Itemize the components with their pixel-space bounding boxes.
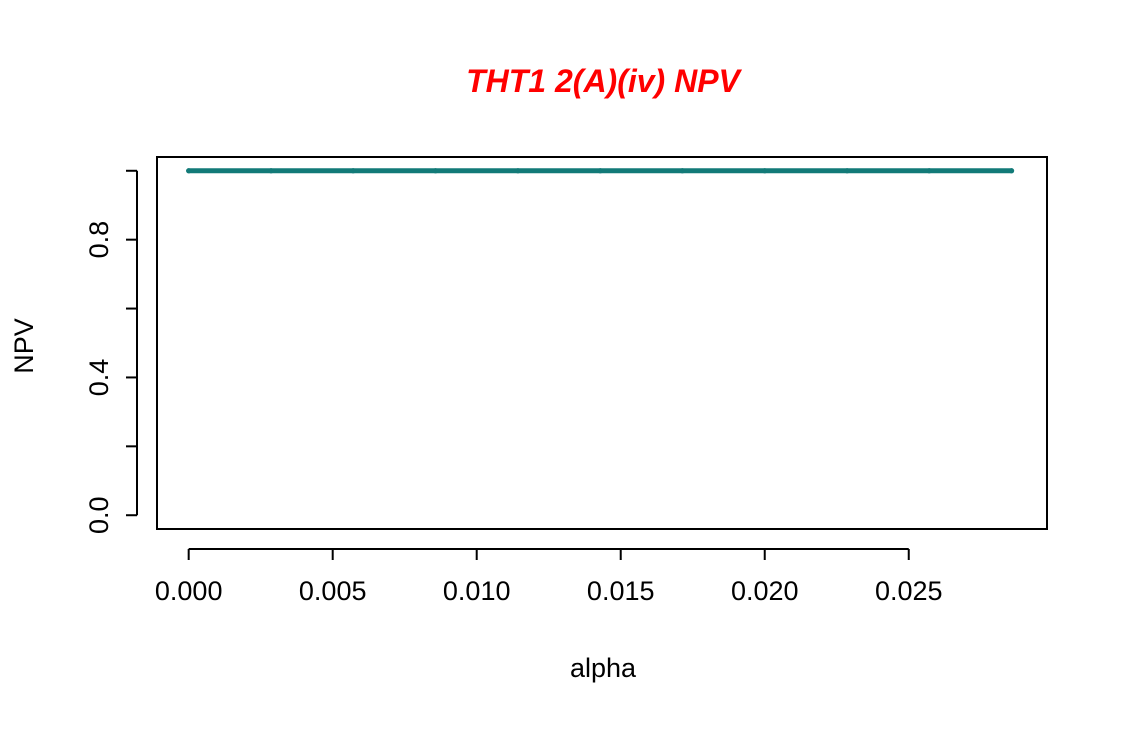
- data-point: [762, 168, 768, 174]
- data-point: [844, 168, 850, 174]
- x-tick-label: 0.005: [299, 576, 367, 606]
- data-point: [350, 168, 356, 174]
- data-point: [926, 168, 932, 174]
- data-point: [186, 168, 192, 174]
- x-axis-label: alpha: [570, 653, 637, 683]
- data-point: [597, 168, 603, 174]
- data-point: [432, 168, 439, 174]
- x-tick-label: 0.010: [443, 576, 511, 606]
- y-tick-label: 0.4: [84, 359, 114, 397]
- chart-title: THT1 2(A)(iv) NPV: [466, 63, 742, 99]
- y-axis: 0.0 0.4 0.8: [84, 169, 138, 534]
- y-tick-label: 0.8: [84, 221, 114, 259]
- x-tick-label: 0.000: [155, 576, 223, 606]
- data-point: [515, 168, 521, 174]
- data-point: [679, 168, 685, 174]
- x-tick-label: 0.020: [731, 576, 799, 606]
- x-tick-label: 0.025: [875, 576, 943, 606]
- plot-frame: [156, 156, 1048, 530]
- y-axis-label: NPV: [9, 318, 39, 374]
- data-point: [268, 168, 274, 174]
- x-tick-label: 0.015: [587, 576, 655, 606]
- y-tick-label: 0.0: [84, 496, 114, 534]
- x-axis: 0.000 0.005 0.010 0.015 0.020 0.025: [155, 548, 943, 606]
- data-point: [1008, 168, 1015, 174]
- series-layer: [186, 168, 1015, 174]
